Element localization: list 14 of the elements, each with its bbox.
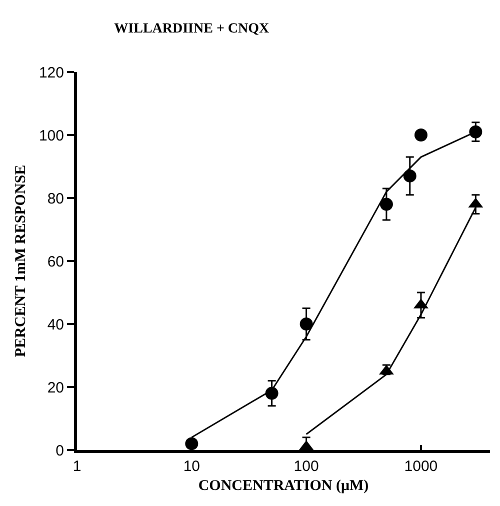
x-tick-label: 1000	[404, 458, 438, 475]
y-axis-title: PERCENT 1mM RESPONSE	[13, 164, 30, 358]
x-axis-title: CONCENTRATION (μM)	[198, 478, 369, 494]
x-tick-label: 10	[183, 458, 200, 475]
chart-title: WILLARDIINE + CNQX	[114, 22, 270, 37]
x-tick-label: 100	[294, 458, 319, 475]
x-tick-label: 1	[72, 458, 82, 475]
y-tick-label: 100	[38, 127, 64, 144]
y-tick-label: 0	[56, 442, 64, 460]
y-tick-label: 60	[47, 253, 64, 270]
y-tick-label: 40	[47, 316, 64, 334]
y-tick-label: 120	[38, 64, 64, 82]
y-tick-label: 20	[47, 379, 64, 396]
y-tick-label: 80	[47, 190, 64, 208]
